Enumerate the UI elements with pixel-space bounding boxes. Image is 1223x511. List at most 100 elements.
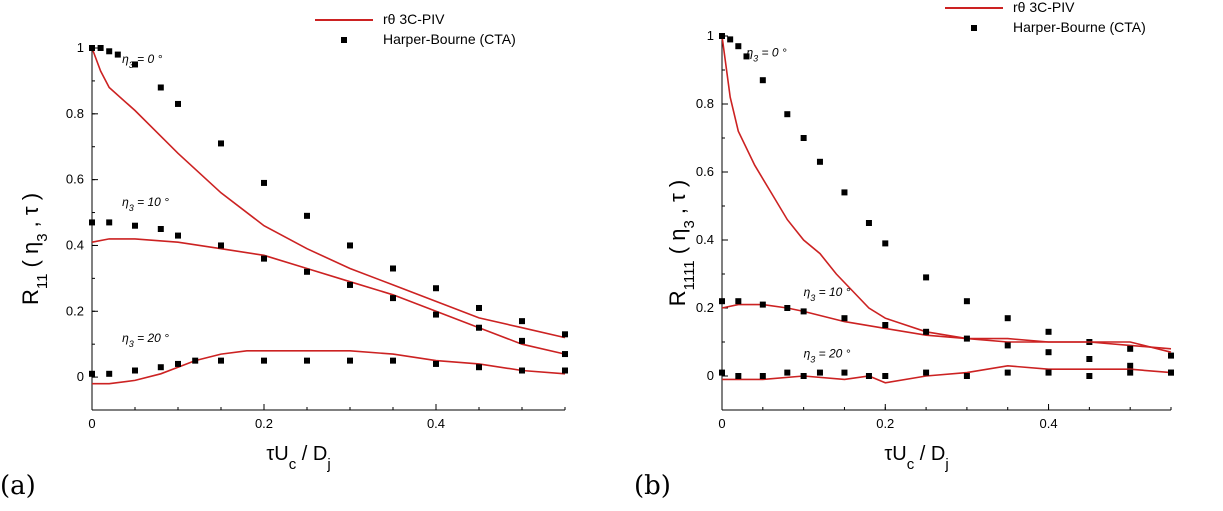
data-point-marker xyxy=(261,357,267,364)
y-axis-title: R11 ( η3 , τ ) xyxy=(18,193,51,305)
y-axis-title-part: , τ ) xyxy=(665,180,690,220)
data-point-marker xyxy=(175,232,181,239)
data-point-marker xyxy=(1127,362,1134,369)
data-point-marker xyxy=(519,318,525,325)
data-point-marker xyxy=(882,240,889,247)
data-point-marker xyxy=(562,367,568,374)
data-point-marker xyxy=(304,212,310,219)
legend-label: Harper-Bourne (CTA) xyxy=(1013,19,1146,35)
data-point-marker xyxy=(476,304,482,311)
data-point-marker xyxy=(192,357,199,364)
eta-annotation-part: η xyxy=(804,285,811,299)
eta-annotation-part: = 0 ° xyxy=(758,45,787,59)
x-axis-title-subscript: j xyxy=(944,456,948,473)
x-tick-label: 0 xyxy=(88,416,95,431)
data-point-marker xyxy=(963,335,970,342)
y-tick-label: 0.4 xyxy=(66,237,84,252)
eta-annotation-part: η xyxy=(122,331,129,345)
data-point-marker xyxy=(1045,369,1052,376)
legend-label: Harper-Bourne (CTA) xyxy=(383,31,516,47)
eta-annotation-part: = 20 ° xyxy=(815,346,850,360)
data-point-marker xyxy=(519,337,525,344)
series-piv-line xyxy=(92,349,566,385)
data-point-marker xyxy=(727,36,734,43)
eta-annotation-subscript: 3 xyxy=(810,354,815,364)
y-tick-label: 0.8 xyxy=(66,106,84,121)
data-point-marker xyxy=(1004,315,1011,322)
x-tick-label: 0.4 xyxy=(427,416,445,431)
data-point-marker xyxy=(562,331,568,338)
data-point-marker xyxy=(1168,352,1174,359)
eta-annotation-subscript: 3 xyxy=(129,339,134,349)
eta-annotation-part: η xyxy=(746,45,753,59)
data-point-marker xyxy=(963,298,970,305)
y-tick-label: 1 xyxy=(77,40,84,55)
data-point-marker xyxy=(347,357,353,364)
x-axis-title-part: τU xyxy=(884,443,906,465)
data-point-marker xyxy=(719,33,725,39)
x-axis-title: τUc / Dj xyxy=(884,443,948,473)
data-point-marker xyxy=(106,48,113,55)
data-point-marker xyxy=(218,357,224,364)
eta-annotation-part: = 20 ° xyxy=(134,331,169,345)
legend: rθ 3C-PIV Harper-Bourne (CTA) xyxy=(315,11,516,47)
y-axis-title-part: , τ ) xyxy=(18,193,43,233)
eta-annotation: η3 = 20 ° xyxy=(122,331,169,349)
data-point-marker xyxy=(304,357,310,364)
x-axis-title-part: / D xyxy=(914,443,945,465)
eta-annotation: η3 = 0 ° xyxy=(746,45,786,63)
data-point-marker xyxy=(519,367,525,374)
data-point-marker xyxy=(735,373,742,379)
data-point-marker xyxy=(347,242,353,249)
data-point-marker xyxy=(800,135,807,141)
data-point-marker xyxy=(261,255,267,262)
series-piv-line xyxy=(91,47,566,339)
y-tick-label: 0.8 xyxy=(696,96,714,111)
data-point-marker xyxy=(347,281,353,288)
data-point-marker xyxy=(882,373,889,379)
y-axis-title-part: ( η xyxy=(18,242,43,274)
series-piv-line xyxy=(721,35,1172,350)
chart-panel-b: 0 0.2 0.4 0.6 0.8 1 0 0.2 0.4 τUc / Dj R1111 ( η3 … xyxy=(634,0,1174,501)
data-point-marker xyxy=(1004,342,1011,349)
data-point-marker xyxy=(562,351,568,358)
data-point-marker xyxy=(1086,356,1093,362)
panel-label: (a) xyxy=(0,471,36,501)
data-point-marker xyxy=(816,369,823,376)
data-point-marker xyxy=(132,61,138,68)
legend-marker-swatch xyxy=(341,37,347,43)
data-point-marker xyxy=(800,373,807,379)
data-point-marker xyxy=(865,373,872,379)
data-point-marker xyxy=(106,219,113,226)
data-point-marker xyxy=(157,84,164,91)
data-point-marker xyxy=(759,77,766,84)
data-point-marker xyxy=(743,53,750,60)
data-point-marker xyxy=(841,315,848,322)
series-cta-markers xyxy=(89,357,568,377)
data-point-marker xyxy=(800,308,807,315)
data-point-marker xyxy=(390,265,396,272)
eta-annotation-part: = 0 ° xyxy=(134,52,163,66)
y-tick-label: 0 xyxy=(707,368,714,383)
data-point-marker xyxy=(841,189,848,196)
eta-annotation-subscript: 3 xyxy=(810,293,815,303)
y-axis-title-part: R xyxy=(18,289,43,305)
data-point-marker xyxy=(433,285,439,292)
eta-annotation-part: η xyxy=(804,346,811,360)
eta-annotation-part: = 10 ° xyxy=(134,195,169,209)
data-point-marker xyxy=(218,140,224,147)
data-point-marker xyxy=(719,369,725,376)
series-line xyxy=(721,303,1172,353)
data-point-marker xyxy=(433,360,439,367)
eta-annotation-subscript: 3 xyxy=(753,53,758,63)
x-axis-title-subscript: c xyxy=(907,456,915,473)
data-point-marker xyxy=(114,51,121,58)
data-point-marker xyxy=(816,158,823,165)
data-point-marker xyxy=(157,364,164,371)
data-point-marker xyxy=(97,45,104,51)
data-point-marker xyxy=(390,295,396,302)
y-tick-label: 0.2 xyxy=(696,300,714,315)
eta-annotation-part: η xyxy=(122,52,129,66)
data-point-marker xyxy=(784,111,791,118)
data-point-marker xyxy=(433,311,439,318)
